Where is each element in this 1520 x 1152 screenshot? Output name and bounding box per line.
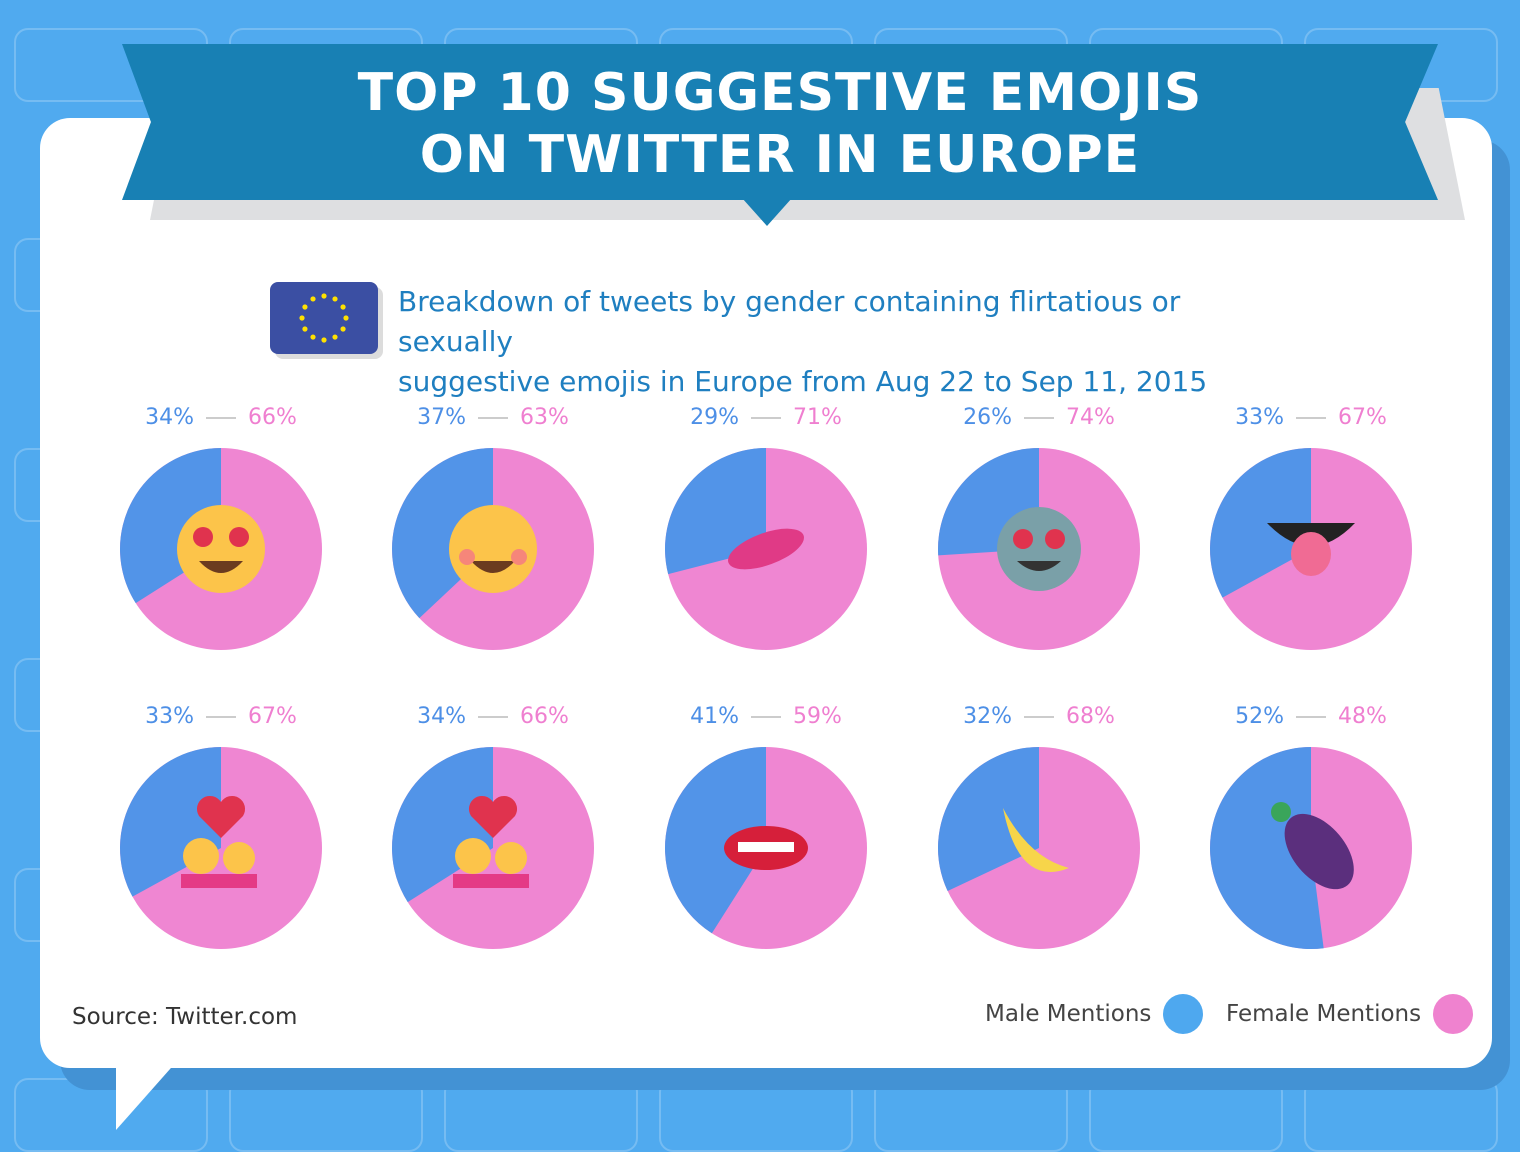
pie-slice-male bbox=[665, 448, 766, 575]
female-percent: 59% bbox=[793, 704, 842, 729]
heart-eyes-cat-icon bbox=[997, 507, 1081, 591]
separator bbox=[1296, 716, 1326, 718]
separator bbox=[1024, 417, 1054, 419]
separator bbox=[1296, 417, 1326, 419]
page-title: TOP 10 SUGGESTIVE EMOJIS ON TWITTER IN E… bbox=[122, 62, 1438, 186]
subtitle-line-1: Breakdown of tweets by gender containing… bbox=[398, 285, 1181, 358]
male-percent: 41% bbox=[690, 704, 739, 729]
pie-percent-labels: 52% 48% bbox=[1211, 704, 1411, 729]
female-percent: 67% bbox=[248, 704, 297, 729]
heart-eyes-face-icon bbox=[177, 505, 265, 593]
legend-female: Female Mentions bbox=[1226, 994, 1474, 1034]
pie-percent-labels: 32% 68% bbox=[939, 704, 1139, 729]
female-percent: 71% bbox=[793, 405, 842, 430]
pie-slice-male bbox=[1210, 448, 1311, 598]
female-percent: 66% bbox=[520, 704, 569, 729]
flag-star bbox=[343, 315, 349, 321]
flag-star bbox=[332, 296, 338, 302]
mouth-icon bbox=[724, 826, 808, 870]
pie-chart bbox=[937, 448, 1140, 650]
title-line-2: ON TWITTER IN EUROPE bbox=[419, 125, 1141, 185]
pie-chart bbox=[665, 448, 867, 650]
flag-star bbox=[340, 326, 346, 332]
pie-chart bbox=[665, 747, 867, 949]
male-percent: 52% bbox=[1235, 704, 1284, 729]
pie-slice-male bbox=[938, 747, 1039, 892]
male-percent: 29% bbox=[690, 405, 739, 430]
male-percent: 34% bbox=[417, 704, 466, 729]
male-percent: 26% bbox=[963, 405, 1012, 430]
male-percent: 33% bbox=[145, 704, 194, 729]
female-percent: 67% bbox=[1338, 405, 1387, 430]
flag-star bbox=[302, 326, 308, 332]
tongue-icon bbox=[1267, 523, 1355, 576]
speech-bubble-tail bbox=[116, 1060, 178, 1130]
pie-slice-male bbox=[391, 448, 493, 619]
flag-star bbox=[302, 304, 308, 310]
flag-star bbox=[340, 304, 346, 310]
eggplant-icon bbox=[1271, 802, 1354, 890]
male-percent: 34% bbox=[145, 405, 194, 430]
female-percent: 68% bbox=[1066, 704, 1115, 729]
kissing-face-icon bbox=[449, 505, 537, 593]
flag-star bbox=[321, 337, 327, 343]
separator bbox=[478, 417, 508, 419]
subtitle: Breakdown of tweets by gender containing… bbox=[398, 282, 1298, 402]
male-percent: 32% bbox=[963, 704, 1012, 729]
pie-chart bbox=[391, 448, 594, 650]
flag-star bbox=[310, 334, 316, 340]
flag-star bbox=[321, 293, 327, 299]
separator bbox=[751, 716, 781, 718]
subtitle-line-2: suggestive emojis in Europe from Aug 22 … bbox=[398, 365, 1208, 398]
separator bbox=[478, 716, 508, 718]
female-percent: 63% bbox=[520, 405, 569, 430]
pie-percent-labels: 37% 63% bbox=[393, 405, 593, 430]
pie-slice-male bbox=[665, 747, 766, 934]
pie-percent-labels: 33% 67% bbox=[121, 704, 321, 729]
banana-icon bbox=[1003, 808, 1069, 872]
pie-chart bbox=[391, 747, 594, 949]
separator bbox=[1024, 716, 1054, 718]
pie-chart bbox=[1210, 448, 1412, 650]
title-line-1: TOP 10 SUGGESTIVE EMOJIS bbox=[357, 63, 1203, 123]
pie-percent-labels: 41% 59% bbox=[666, 704, 866, 729]
legend-female-label: Female Mentions bbox=[1226, 1001, 1422, 1027]
female-percent: 48% bbox=[1338, 704, 1387, 729]
kissing-couple-icon bbox=[453, 795, 529, 888]
source-text: Source: Twitter.com bbox=[72, 1004, 298, 1030]
flag-star bbox=[332, 334, 338, 340]
female-percent: 74% bbox=[1066, 405, 1115, 430]
male-percent: 37% bbox=[417, 405, 466, 430]
pie-percent-labels: 34% 66% bbox=[121, 405, 321, 430]
pie-chart bbox=[119, 747, 322, 949]
pie-chart bbox=[1210, 747, 1412, 949]
flag-star bbox=[299, 315, 305, 321]
couple-with-heart-icon bbox=[181, 795, 257, 888]
legend-male-label: Male Mentions bbox=[985, 1001, 1152, 1027]
female-percent: 66% bbox=[248, 405, 297, 430]
eu-flag-icon bbox=[270, 282, 378, 354]
pie-percent-labels: 29% 71% bbox=[666, 405, 866, 430]
legend-male-swatch bbox=[1163, 994, 1204, 1034]
separator bbox=[206, 417, 236, 419]
legend-male: Male Mentions bbox=[985, 994, 1204, 1034]
legend-female-swatch bbox=[1433, 994, 1474, 1034]
separator bbox=[206, 716, 236, 718]
pie-percent-labels: 33% 67% bbox=[1211, 405, 1411, 430]
pie-percent-labels: 34% 66% bbox=[393, 704, 593, 729]
pie-percent-labels: 26% 74% bbox=[939, 405, 1139, 430]
title-banner bbox=[122, 44, 1438, 200]
pie-slice-male bbox=[1210, 747, 1324, 949]
male-percent: 33% bbox=[1235, 405, 1284, 430]
flag-star bbox=[310, 296, 316, 302]
pie-chart bbox=[119, 448, 322, 650]
pie-chart bbox=[938, 747, 1140, 949]
banner-notch bbox=[742, 198, 792, 226]
kiss-mark-icon bbox=[728, 528, 804, 570]
separator bbox=[751, 417, 781, 419]
